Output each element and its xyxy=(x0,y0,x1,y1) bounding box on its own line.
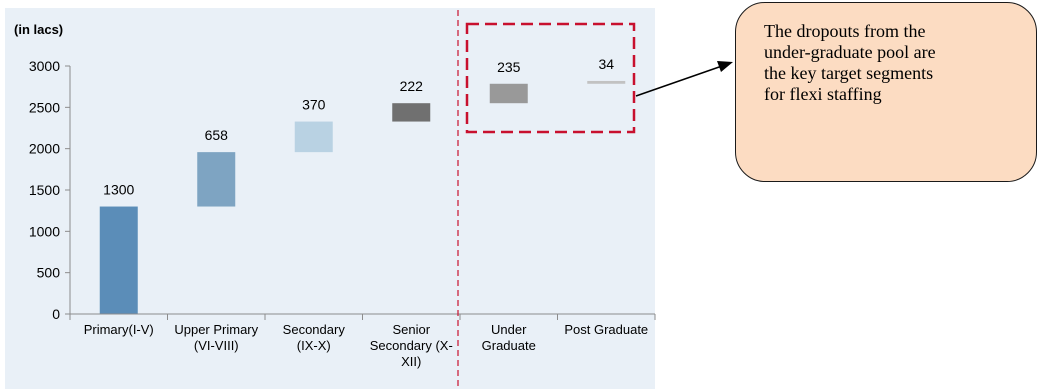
data-label: 34 xyxy=(598,56,614,72)
bars-group: 1300 658 370 222 235 34 xyxy=(99,56,626,314)
x-tick-label: Secondary xyxy=(283,322,346,337)
x-tick-label: Senior xyxy=(392,322,430,337)
callout-line: The dropouts from the xyxy=(764,21,926,41)
x-tick-label: Graduate xyxy=(482,338,536,353)
plot-background xyxy=(5,8,655,389)
y-tick-label: 2000 xyxy=(29,141,60,157)
x-tick-label: Secondary (X- xyxy=(370,338,453,353)
data-label: 658 xyxy=(205,127,229,143)
chart-panel: (in lacs) 0 500 1000 1500 2000 2500 3000 1300 6… xyxy=(5,8,733,389)
unit-label: (in lacs) xyxy=(14,22,63,37)
x-tick-label: Post Graduate xyxy=(564,322,648,337)
y-tick-label: 2500 xyxy=(29,99,60,115)
y-axis: 0 500 1000 1500 2000 2500 3000 xyxy=(29,58,71,322)
highlight-box xyxy=(465,22,636,134)
bar xyxy=(99,206,138,314)
data-label: 222 xyxy=(400,78,424,94)
y-tick-label: 500 xyxy=(37,265,61,281)
data-label: 235 xyxy=(497,59,521,75)
x-tick-label: (IX-X) xyxy=(297,338,331,353)
x-tick-label: XII) xyxy=(401,354,421,369)
bar xyxy=(392,103,431,122)
callout-line: under-graduate pool are xyxy=(764,42,936,62)
y-tick-label: 1000 xyxy=(29,223,60,239)
bar xyxy=(587,80,626,84)
arrow-head-icon xyxy=(717,61,733,72)
y-tick-label: 1500 xyxy=(29,182,60,198)
callout-line: the key target segments xyxy=(764,63,934,83)
y-tick-label: 3000 xyxy=(29,58,60,74)
callout-text: The dropouts from the under-graduate pool… xyxy=(764,21,1010,105)
waterfall-chart: (in lacs) 0 500 1000 1500 2000 2500 3000 1300 6… xyxy=(5,8,656,389)
x-tick-label: Primary(I-V) xyxy=(84,322,154,337)
data-label: 370 xyxy=(302,97,326,113)
x-tick-label: Upper Primary xyxy=(174,322,258,337)
highlight-group xyxy=(457,10,636,389)
x-axis: Primary(I-V) Upper Primary(VI-VIII) Second… xyxy=(69,313,656,369)
bar xyxy=(197,152,236,207)
y-tick-label: 0 xyxy=(52,306,60,322)
data-label: 1300 xyxy=(103,182,134,198)
bar xyxy=(489,83,528,104)
x-tick-label: (VI-VIII) xyxy=(194,338,239,353)
callout-line: for flexi staffing xyxy=(764,84,882,104)
x-tick-label: Under xyxy=(491,322,527,337)
bar xyxy=(294,121,333,153)
callout-box: The dropouts from the under-graduate pool… xyxy=(735,2,1037,182)
